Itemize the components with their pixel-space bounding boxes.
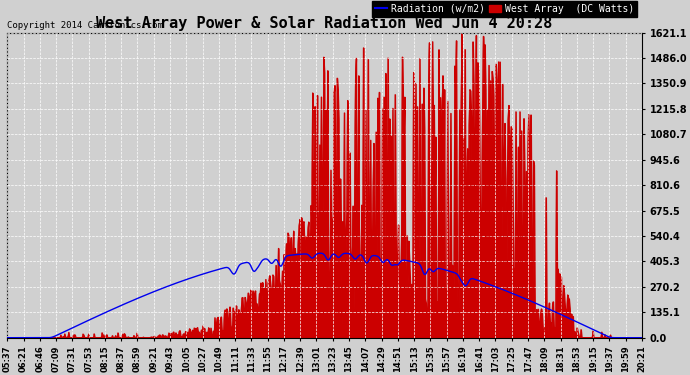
Legend: Radiation (w/m2), West Array  (DC Watts): Radiation (w/m2), West Array (DC Watts): [372, 1, 637, 16]
Title: West Array Power & Solar Radiation Wed Jun 4 20:28: West Array Power & Solar Radiation Wed J…: [97, 15, 553, 32]
Text: Copyright 2014 Cartronics.com: Copyright 2014 Cartronics.com: [8, 21, 163, 30]
